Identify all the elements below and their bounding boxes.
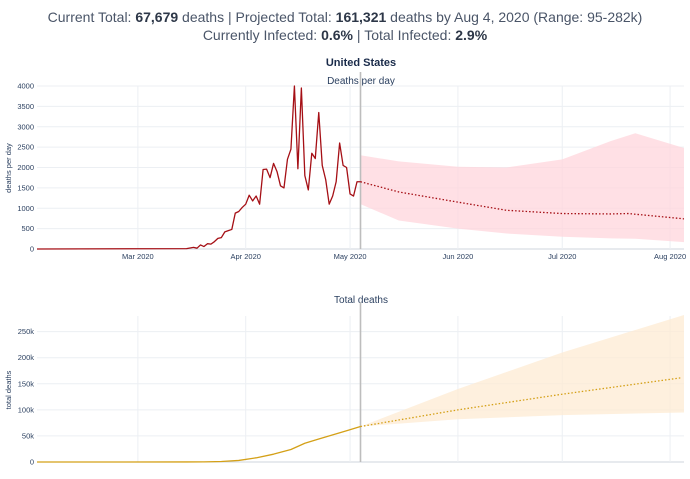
daily-y-tick-label: 3000 <box>17 122 34 131</box>
summary-line-1: Current Total: 67,679 deaths | Projected… <box>0 8 690 26</box>
daily-projection-band <box>360 133 684 243</box>
total-y-tick-label: 200k <box>18 353 35 362</box>
daily-y-tick-label: 2500 <box>17 143 34 152</box>
daily-x-tick-label: Apr 2020 <box>230 252 260 261</box>
daily-y-tick-label: 500 <box>21 224 34 233</box>
daily-projected-line <box>360 181 685 220</box>
total-y-tick-label: 50k <box>22 431 34 440</box>
daily-x-tick-label: Jun 2020 <box>442 252 473 261</box>
daily-x-tick-label: Jul 2020 <box>548 252 576 261</box>
daily-y-tick-label: 1500 <box>17 183 34 192</box>
total-y-axis-label: total deaths <box>4 370 13 409</box>
projected-total-value: 161,321 <box>335 9 387 25</box>
total-actual-line <box>36 425 361 463</box>
current-total-unit: deaths <box>182 9 225 25</box>
current-total-value: 67,679 <box>135 9 179 25</box>
total-infected-value: 2.9% <box>455 27 488 43</box>
total-projected-line <box>360 377 681 428</box>
daily-x-tick-label: May 2020 <box>334 252 367 261</box>
total-projection-band <box>360 314 684 427</box>
total-y-tick-label: 0 <box>30 458 34 467</box>
daily-y-tick-label: 0 <box>30 245 34 254</box>
daily-y-tick-label: 1000 <box>17 204 34 213</box>
summary-line-2: Currently Infected: 0.6% | Total Infecte… <box>0 26 690 44</box>
currently-infected-label: Currently Infected: <box>202 27 318 43</box>
projected-total-suffix: deaths by Aug 4, 2020 (Range: 95-282k) <box>390 9 643 25</box>
total-infected-label: Total Infected: <box>364 27 452 43</box>
total-y-tick-label: 100k <box>18 405 35 414</box>
total-y-tick-label: 250k <box>18 327 35 336</box>
daily-y-tick-label: 3500 <box>17 102 34 111</box>
total-y-tick-label: 150k <box>18 379 35 388</box>
daily-y-tick-label: 4000 <box>17 82 34 91</box>
daily-y-tick-label: 2000 <box>17 163 34 172</box>
separator: | <box>356 27 361 43</box>
daily-x-tick-label: Mar 2020 <box>122 252 154 261</box>
daily-actual-line <box>36 85 361 250</box>
projected-total-label: Projected Total: <box>235 9 332 25</box>
daily-y-axis-label: deaths per day <box>4 143 13 193</box>
currently-infected-value: 0.6% <box>321 27 354 43</box>
daily-x-tick-label: Aug 2020 <box>654 252 686 261</box>
total-chart-subtitle: Total deaths <box>334 295 388 306</box>
chart-main-title: United States <box>326 57 396 69</box>
separator: | <box>227 9 232 25</box>
current-total-label: Current Total: <box>47 9 132 25</box>
